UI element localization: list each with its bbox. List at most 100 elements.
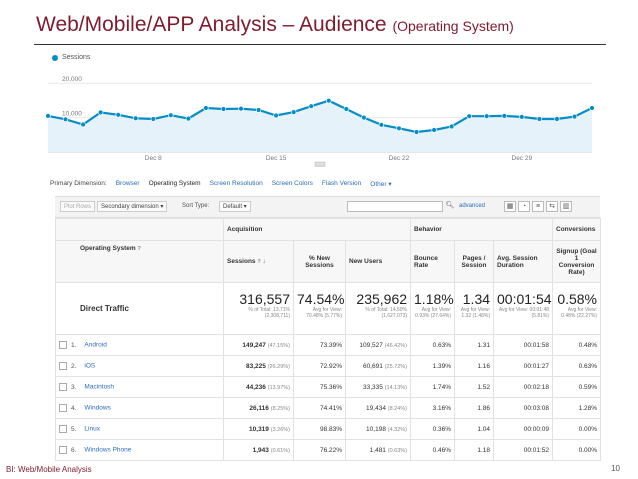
row-conversion-rate: 0.00% (552, 439, 602, 461)
total-duration-sub: Avg for View: 00:01:48 (5.81%) (498, 307, 550, 319)
performance-view-icon[interactable]: ≡ (532, 201, 544, 212)
row-sessions-pct: (26.29%) (267, 363, 290, 370)
dimension-other[interactable]: Other ▾ (370, 181, 392, 188)
footer-label: BI: Web/Mobile Analysis (6, 465, 92, 474)
table-search-input[interactable] (347, 201, 443, 212)
dimension-screen-colors[interactable]: Screen Colors (271, 180, 313, 187)
col-new-sessions[interactable]: % New Sessions (293, 240, 346, 283)
table-row: 2. iOS 83,225 (26.29%) 72.92% 60,691 (25.72%… (55, 355, 602, 377)
legend-label: Sessions (62, 54, 91, 61)
row-new-sessions: 73.39% (293, 334, 346, 356)
data-point (97, 109, 104, 116)
row-sessions: 1,943 (252, 446, 269, 454)
col-avg-session-duration[interactable]: Avg. Session Duration (493, 240, 554, 283)
table-group-header: Acquisition Behavior Conversions (55, 218, 602, 241)
row-bounce-rate: 1.74% (410, 376, 456, 398)
row-sessions: 149,247 (242, 341, 266, 349)
row-bounce-rate: 0.46% (410, 439, 456, 461)
row-checkbox[interactable] (59, 446, 67, 454)
col-bounce-rate[interactable]: Bounce Rate (410, 240, 456, 283)
y-tick-label: 20,000 (62, 76, 82, 83)
x-tick-label: Dec 15 (266, 155, 287, 162)
data-point (326, 97, 332, 104)
row-new-users-pct: (14.13%) (384, 384, 408, 391)
row-checkbox[interactable] (59, 425, 67, 433)
plot-rows-button[interactable]: Plot Rows (60, 201, 96, 212)
total-new-sessions-sub: Avg for View: 70.48% (5.77%) (306, 307, 342, 319)
chart-legend: Sessions (52, 54, 90, 61)
row-new-sessions: 98.83% (293, 418, 346, 440)
row-sessions: 26,116 (249, 404, 269, 412)
col-sessions[interactable]: Sessions ? ↓ (223, 240, 294, 283)
row-pages-per-session: 1.86 (454, 397, 495, 419)
data-point (203, 105, 209, 111)
data-point (238, 105, 244, 112)
row-new-users-cell: 33,335 (14.13%) (344, 376, 412, 398)
os-link[interactable]: Linux (84, 425, 100, 433)
dimension-browser[interactable]: Browser (115, 180, 140, 187)
col-operating-system[interactable]: Operating System ? (55, 240, 224, 283)
row-conversion-rate: 1.28% (552, 397, 602, 419)
row-sessions-cell: 10,319 (3.26%) (223, 418, 294, 440)
row-checkbox[interactable] (59, 383, 67, 391)
col-signup-conversion[interactable]: Signup (Goal 1 Conversion Rate) (552, 240, 602, 283)
row-new-users: 19,434 (366, 404, 386, 412)
pivot-view-icon[interactable]: ▥ (560, 201, 572, 212)
data-point (62, 116, 69, 122)
row-sessions-cell: 1,943 (0.61%) (223, 439, 294, 461)
comparison-view-icon[interactable]: ⇆ (546, 201, 558, 212)
os-link[interactable]: Windows (84, 404, 111, 412)
row-avg-duration: 00:01:52 (493, 439, 554, 461)
data-point (80, 121, 86, 128)
search-icon[interactable]: 🔍︎ (445, 202, 455, 209)
total-conversion-rate: 0.58% (557, 291, 598, 307)
primary-dimension-bar: Primary Dimension: Browser Operating Sys… (50, 180, 392, 188)
row-new-users-pct: (46.42%) (384, 342, 408, 349)
row-conversion-rate: 0.48% (552, 334, 602, 356)
data-point (220, 106, 227, 112)
table-row: 6. Windows Phone 1,943 (0.61%) 76.22% 1,481 … (55, 439, 602, 461)
row-new-users: 60,691 (362, 362, 383, 370)
row-avg-duration: 00:01:27 (493, 355, 554, 377)
secondary-dimension-dropdown[interactable]: Secondary dimension ▾ (97, 201, 168, 212)
os-link[interactable]: iOS (84, 362, 96, 370)
total-pages-sub: Avg for View: 1.32 (1.48%) (460, 307, 491, 319)
col-pages-per-session[interactable]: Pages / Session (454, 240, 495, 283)
row-sessions: 10,319 (249, 425, 269, 433)
table-row: 4. Windows 26,116 (8.25%) 74.41% 19,434 (8.2… (55, 397, 602, 419)
row-conversion-rate: 0.59% (552, 376, 602, 398)
data-point (45, 113, 51, 119)
row-new-users-cell: 60,691 (25.72%) (344, 355, 412, 377)
row-new-users-cell: 10,198 (4.32%) (344, 418, 412, 440)
dimension-operating-system[interactable]: Operating System (148, 180, 201, 187)
advanced-filter-link[interactable]: advanced (459, 203, 486, 209)
dimension-flash-version[interactable]: Flash Version (321, 180, 362, 187)
pie-view-icon[interactable]: ◔ (518, 201, 530, 212)
os-link[interactable]: Windows Phone (84, 446, 132, 454)
os-link[interactable]: Android (84, 341, 107, 349)
col-operating-system-label: Operating System (80, 245, 136, 252)
row-number: 3. (71, 383, 77, 391)
row-conversion-rate: 0.63% (552, 355, 602, 377)
y-tick-label: 10,000 (62, 111, 82, 118)
total-new-users: 235,962 (356, 291, 408, 307)
col-new-users[interactable]: New Users (344, 240, 412, 283)
total-pages-per-session: 1.34 (462, 291, 491, 307)
row-checkbox[interactable] (59, 362, 67, 370)
os-link[interactable]: Macintosh (84, 383, 115, 391)
row-checkbox[interactable] (59, 341, 67, 349)
row-number: 2. (71, 362, 77, 370)
row-sessions-pct: (3.26%) (270, 426, 290, 433)
dimension-screen-resolution[interactable]: Screen Resolution (209, 180, 263, 187)
sort-descending-icon[interactable]: ↓ (262, 259, 266, 265)
row-new-users-pct: (25.72%) (384, 363, 408, 370)
grid-view-icon[interactable]: ▦ (504, 201, 516, 212)
page-number: 10 (611, 464, 620, 473)
row-sessions-pct: (13.97%) (267, 384, 290, 391)
row-new-users-cell: 1,481 (0.63%) (344, 439, 412, 461)
data-point (519, 114, 525, 120)
data-point (466, 113, 472, 119)
total-sessions: 316,557 (239, 291, 290, 307)
row-checkbox[interactable] (59, 404, 67, 412)
sort-type-dropdown[interactable]: Default ▾ (219, 201, 251, 212)
